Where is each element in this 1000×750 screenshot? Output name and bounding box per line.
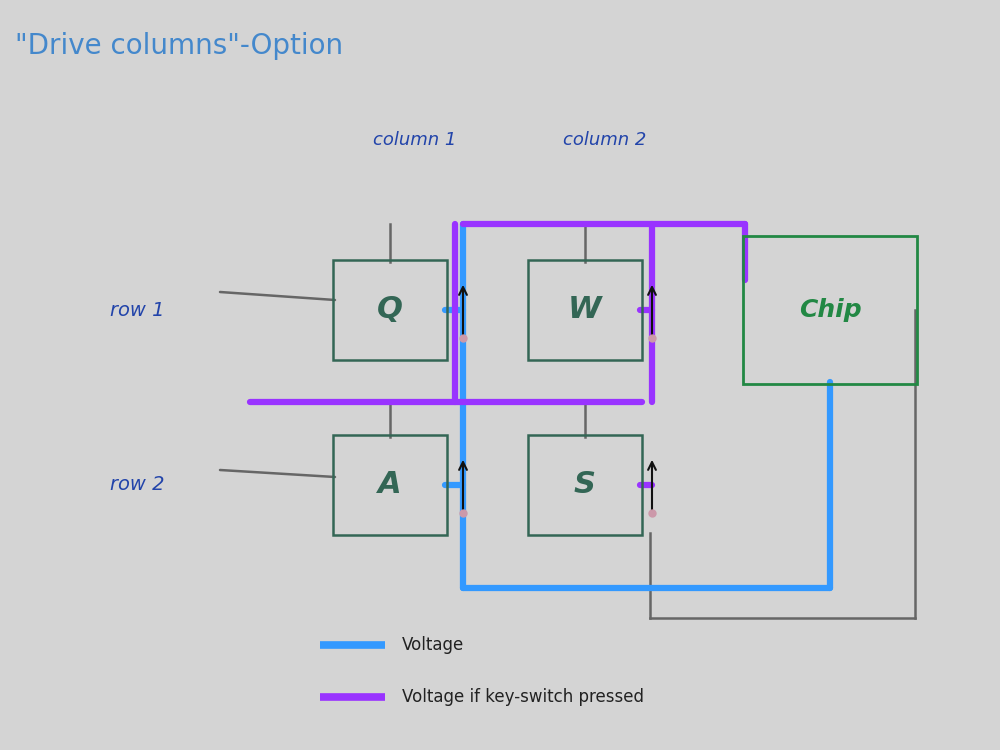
Text: row 1: row 1 bbox=[110, 301, 164, 320]
Text: Voltage if key-switch pressed: Voltage if key-switch pressed bbox=[402, 688, 644, 706]
Text: W: W bbox=[568, 296, 602, 325]
Text: Q: Q bbox=[377, 296, 403, 325]
Text: row 2: row 2 bbox=[110, 476, 164, 494]
Text: column 2: column 2 bbox=[563, 131, 647, 149]
Text: S: S bbox=[574, 470, 596, 500]
Text: Voltage: Voltage bbox=[402, 636, 464, 654]
Text: A: A bbox=[378, 470, 402, 500]
Text: column 1: column 1 bbox=[373, 131, 457, 149]
Text: Chip: Chip bbox=[799, 298, 861, 322]
Text: "Drive columns"-Option: "Drive columns"-Option bbox=[15, 32, 343, 60]
